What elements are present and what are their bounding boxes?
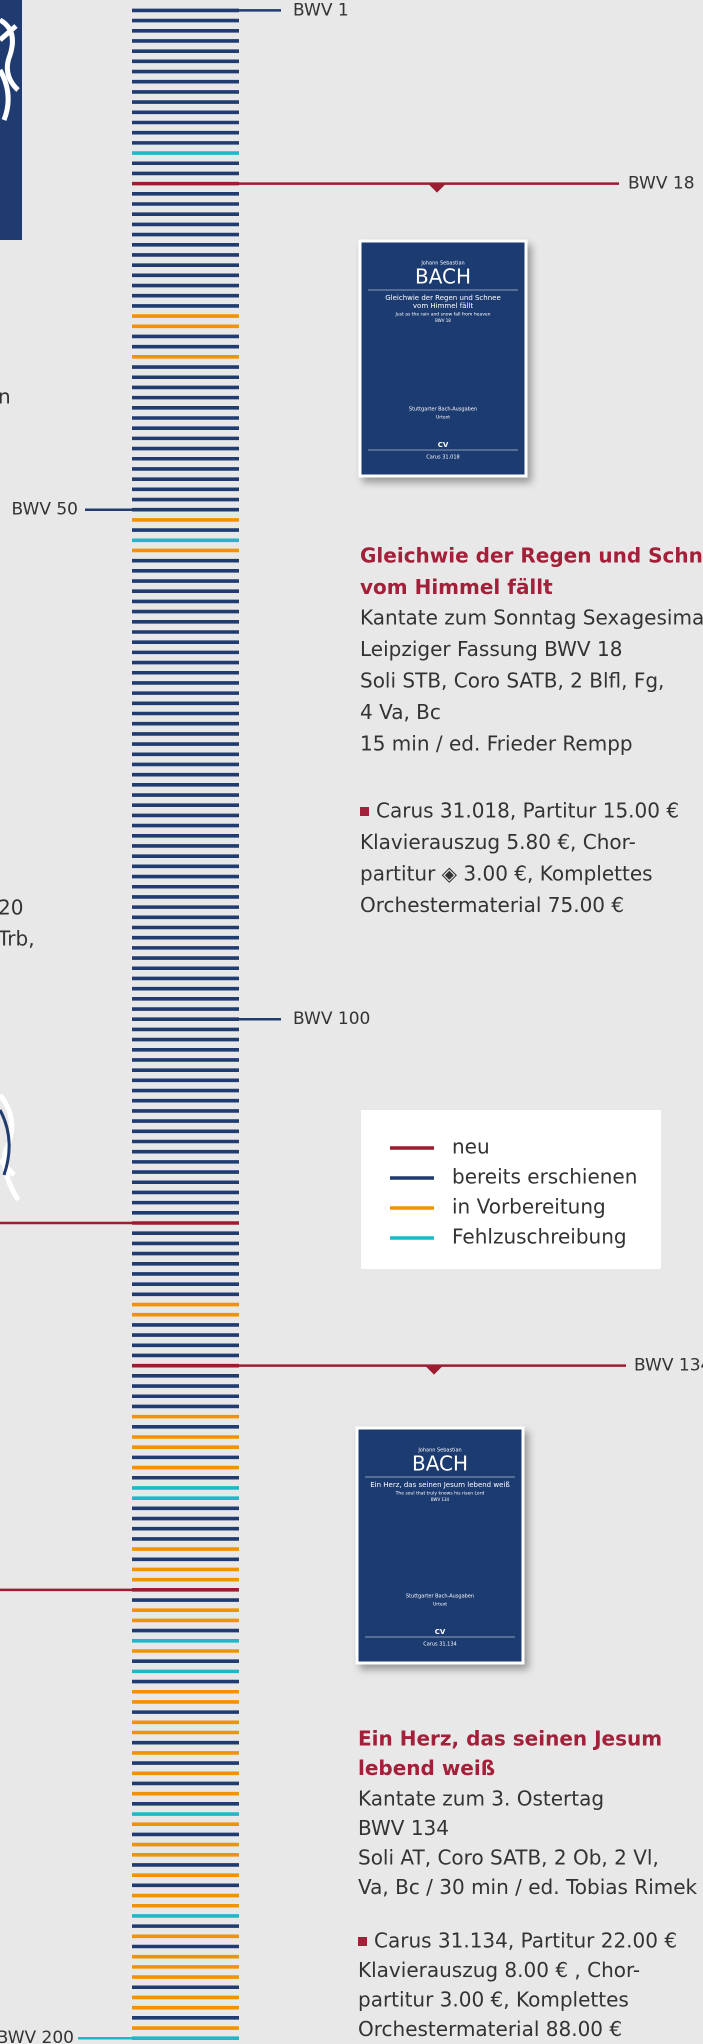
- work-title: Gleichwie der Regen und Schnee: [360, 544, 703, 568]
- cover-series: Stuttgarter Bach-Ausgaben: [409, 407, 477, 413]
- order-info: Klavierauszug 8.00 € , Chor-: [358, 1958, 640, 1982]
- work-detail: Va, Bc / 30 min / ed. Tobias Rimek: [358, 1875, 698, 1899]
- bullet: [360, 807, 369, 816]
- cover-bwv: BWV 18: [435, 318, 451, 323]
- legend-label: bereits erschienen: [452, 1165, 637, 1189]
- order-info: Orchestermaterial 75.00 €: [360, 893, 624, 917]
- cover-title: vom Himmel fällt: [413, 302, 473, 310]
- cover-edition: Urtext: [436, 415, 450, 421]
- cover-logo: CV: [438, 441, 449, 449]
- new-label: BWV 134: [634, 1356, 703, 1376]
- work-detail: Leipziger Fassung BWV 18: [360, 637, 622, 661]
- cover-subtitle: Just as the rain and snow fall from heav…: [394, 312, 490, 318]
- scale-label: BWV 1: [293, 0, 349, 20]
- infographic: BWV 18 BWV 134 BWV 1 BWV 50 BWV 100 BWV 200 n 2…: [0, 0, 703, 2044]
- marker: [425, 1366, 443, 1375]
- order-info: partitur ◈ 3.00 €, Komplettes: [360, 862, 653, 886]
- order-info: partitur 3.00 €, Komplettes: [358, 1988, 629, 2012]
- legend-label: neu: [452, 1135, 490, 1159]
- scale-label: BWV 100: [293, 1009, 370, 1029]
- work-detail: Kantate zum Sonntag Sexagesimae: [360, 606, 703, 630]
- page: BWV 18 BWV 134 BWV 1 BWV 50 BWV 100 BWV 200 n 2…: [0, 0, 703, 2044]
- order-info: Carus 31.134, Partitur 22.00 €: [374, 1929, 677, 1953]
- work-detail: BWV 134: [358, 1816, 449, 1840]
- text-fragment: 20: [0, 896, 23, 920]
- marker: [428, 184, 446, 193]
- legend-label: Fehlzuschreibung: [452, 1225, 627, 1249]
- order-info: Carus 31.018, Partitur 15.00 €: [376, 799, 679, 823]
- cover-name: BACH: [415, 265, 471, 289]
- work-detail: Soli STB, Coro SATB, 2 Blfl, Fg,: [360, 669, 664, 693]
- cover-series: Stuttgarter Bach-Ausgaben: [406, 1594, 474, 1600]
- work-title: Ein Herz, das seinen Jesum: [358, 1727, 662, 1751]
- work-title: lebend weiß: [358, 1756, 495, 1780]
- order-info: Orchestermaterial 88.00 €: [358, 2017, 622, 2041]
- work-title: vom Himmel fällt: [360, 575, 553, 599]
- text-fragment: n: [0, 385, 11, 409]
- scale-label: BWV 50: [11, 500, 78, 520]
- cover-number: Carus 31.134: [423, 1642, 456, 1648]
- cover-title: Ein Herz, das seinen Jesum lebend weiß: [370, 1481, 510, 1489]
- text-fragment: Trb,: [0, 927, 35, 951]
- work-detail: Kantate zum 3. Ostertag: [358, 1787, 604, 1811]
- bullet: [358, 1937, 367, 1946]
- cover-subtitle: The soul that truly knows his risen Lord: [395, 1491, 485, 1497]
- work-detail: 15 min / ed. Frieder Rempp: [360, 732, 633, 756]
- legend-label: in Vorbereitung: [452, 1195, 606, 1219]
- cover-logo: CV: [435, 1628, 446, 1636]
- work-detail: Soli AT, Coro SATB, 2 Ob, 2 Vl,: [358, 1846, 659, 1870]
- scale-label: BWV 200: [0, 2028, 74, 2044]
- cover-edition: Urtext: [433, 1602, 447, 1608]
- work-detail: 4 Va, Bc: [360, 700, 441, 724]
- order-info: Klavierauszug 5.80 €, Chor-: [360, 830, 636, 854]
- new-label: BWV 18: [628, 174, 695, 194]
- cover-title: Gleichwie der Regen und Schnee: [385, 294, 501, 302]
- cover-bwv: BWV 134: [431, 1497, 450, 1502]
- cover-number: Carus 31.018: [426, 455, 459, 461]
- cover-name: BACH: [412, 1452, 468, 1476]
